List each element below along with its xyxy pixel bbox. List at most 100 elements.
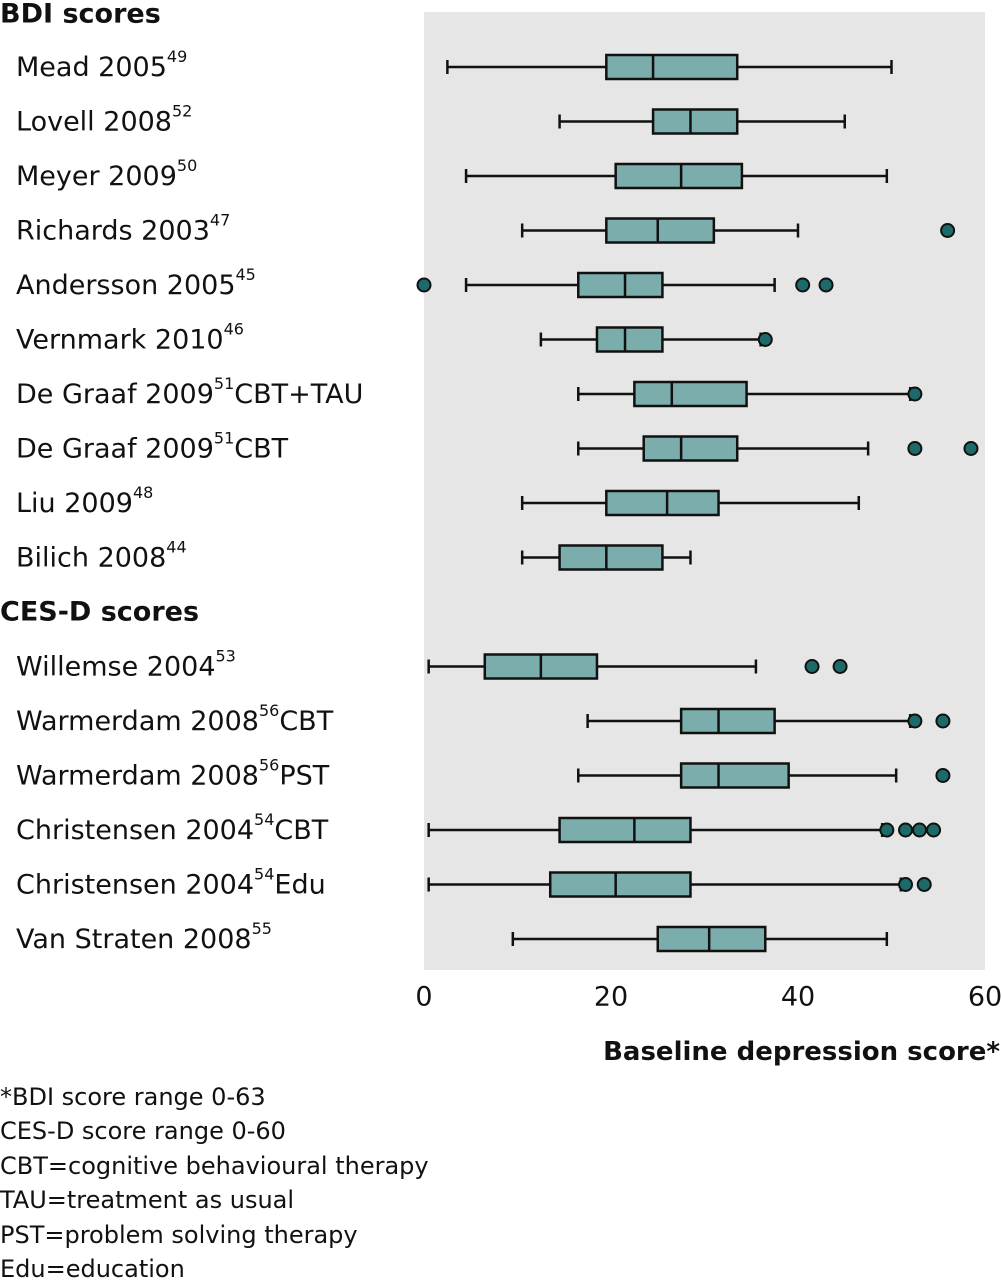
x-tick-label: 20 (594, 982, 628, 1013)
row-label-name: Liu 2009 (16, 488, 133, 519)
x-axis-label: Baseline depression score* (603, 1037, 1000, 1067)
row-label: Vernmark 201046 (16, 319, 244, 355)
row-label-name: Vernmark 2010 (16, 324, 224, 355)
outlier-point (935, 768, 951, 783)
x-tick-label: 40 (781, 982, 815, 1013)
iqr-box (605, 53, 739, 81)
iqr-box (679, 762, 790, 789)
row-label-arm: CBT (279, 706, 333, 737)
outlier-point (940, 223, 956, 238)
row-label-name: Christensen 2004 (16, 869, 254, 900)
iqr-box (614, 162, 744, 190)
outlier-point (907, 713, 923, 729)
row-label-reference: 56 (259, 755, 279, 774)
row-label: Willemse 200453 (16, 646, 236, 682)
outlier-point (935, 713, 951, 729)
row-label: Lovell 200852 (16, 101, 192, 137)
row-label: Christensen 200454CBT (16, 810, 329, 846)
row-label-name: De Graaf 2009 (16, 433, 214, 464)
row-label: Van Straten 200855 (16, 919, 272, 955)
iqr-box (605, 489, 720, 517)
row-label-reference: 55 (252, 919, 272, 938)
row-label-reference: 53 (216, 646, 236, 665)
row-label-reference: 48 (133, 483, 153, 502)
outlier-point (898, 877, 914, 892)
iqr-box (605, 217, 716, 244)
footnote-cbt: CBT=cognitive behavioural therapy (0, 1151, 429, 1180)
outlier-point (795, 277, 811, 293)
iqr-box (656, 925, 767, 953)
outlier-point (912, 822, 928, 838)
boxes (416, 53, 979, 953)
group-title: CES-D scores (0, 597, 199, 628)
row-label: Richards 200347 (16, 210, 230, 246)
row-label: Meyer 200950 (16, 156, 197, 192)
row-label: De Graaf 200951CBT (16, 428, 289, 464)
row-label-name: Willemse 2004 (16, 651, 216, 682)
row-label-name: Richards 2003 (16, 215, 210, 246)
outlier-point (963, 441, 979, 456)
row-label-name: De Graaf 2009 (16, 379, 214, 410)
iqr-box (642, 435, 739, 462)
outlier-point (916, 877, 932, 892)
x-tick-label: 60 (968, 982, 1002, 1013)
row-label: Bilich 200844 (16, 537, 187, 573)
outlier-point (907, 386, 923, 402)
row-label-reference: 46 (224, 319, 244, 338)
outlier-point (832, 659, 848, 674)
box-plot-chart: BDI scores Mead 200549 Lovell 200852 Meyer … (0, 0, 1002, 1067)
row-label-name: Warmerdam 2008 (16, 706, 259, 737)
row-label-reference: 51 (214, 374, 234, 393)
row-label-arm: Edu (274, 869, 325, 900)
iqr-box (679, 707, 776, 735)
row-label: Christensen 200454Edu (16, 864, 326, 900)
row-label: Andersson 200545 (16, 265, 256, 301)
row-label: Warmerdam 200856PST (16, 755, 330, 791)
row-label-reference: 45 (236, 265, 256, 284)
outlier-point (416, 277, 432, 293)
footnote-cesd-range: CES-D score range 0-60 (0, 1117, 286, 1146)
outlier-point (818, 277, 834, 293)
row-label-arm: CBT (234, 433, 288, 464)
x-axis: 0 20 40 60 (415, 982, 1002, 1013)
iqr-box (548, 871, 692, 898)
row-label-name: Christensen 2004 (16, 815, 254, 846)
row-label: Mead 200549 (16, 47, 187, 83)
row-label: Liu 200948 (16, 483, 153, 519)
row-label-name: Mead 2005 (16, 52, 167, 83)
outlier-point (907, 441, 923, 456)
iqr-box (558, 816, 692, 844)
outlier-point (898, 822, 914, 838)
iqr-box (577, 271, 664, 299)
x-tick-label: 0 (415, 982, 432, 1013)
row-label-reference: 44 (166, 537, 186, 556)
footnote-tau: TAU=treatment as usual (0, 1186, 295, 1215)
row-label-reference: 54 (254, 810, 274, 829)
row-label-reference: 50 (177, 156, 197, 175)
row-label-reference: 49 (167, 47, 187, 66)
outlier-point (757, 332, 773, 347)
outlier-point (926, 822, 942, 838)
iqr-box (595, 326, 664, 353)
row-label-reference: 52 (172, 101, 192, 120)
row-label-arm: CBT (274, 815, 328, 846)
footnote-edu: Edu=education (0, 1255, 185, 1284)
row-label-reference: 56 (259, 701, 279, 720)
row-label-arm: CBT+TAU (234, 379, 363, 410)
row-label-arm: PST (279, 760, 329, 791)
footnote-pst: PST=problem solving therapy (0, 1220, 358, 1249)
row-label-name: Meyer 2009 (16, 161, 177, 192)
row-label-name: Warmerdam 2008 (16, 760, 259, 791)
row-label-name: Bilich 2008 (16, 542, 166, 573)
row-labels: BDI scores Mead 200549 Lovell 200852 Meyer … (0, 0, 363, 955)
iqr-box (651, 108, 739, 135)
footnote-bdi-range: *BDI score range 0-63 (0, 1083, 266, 1111)
row-label-reference: 47 (210, 210, 230, 229)
row-label-reference: 54 (254, 864, 274, 883)
footnotes: *BDI score range 0-63 CES-D score range … (0, 1080, 1002, 1286)
outlier-point (879, 822, 895, 838)
row-label: Warmerdam 200856CBT (16, 701, 334, 737)
outlier-point (804, 659, 820, 674)
row-label-name: Van Straten 2008 (16, 924, 252, 955)
group-title: BDI scores (0, 0, 161, 30)
